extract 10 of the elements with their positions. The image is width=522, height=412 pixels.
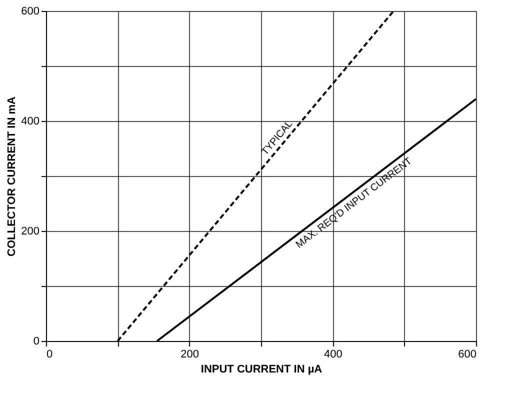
x-tick-label: 200 bbox=[180, 348, 200, 360]
x-axis-title: INPUT CURRENT IN µA bbox=[200, 364, 322, 376]
y-tick-label: 0 bbox=[33, 336, 40, 348]
y-tick-label: 200 bbox=[21, 226, 40, 238]
y-axis-title: COLLECTOR CURRENT IN mA bbox=[6, 96, 18, 256]
y-tick-label: 600 bbox=[21, 6, 40, 18]
x-tick-label: 400 bbox=[324, 348, 342, 360]
y-tick-label: 400 bbox=[21, 116, 40, 128]
x-tick-label: 600 bbox=[458, 348, 476, 360]
x-tick-label: 0 bbox=[46, 348, 53, 360]
